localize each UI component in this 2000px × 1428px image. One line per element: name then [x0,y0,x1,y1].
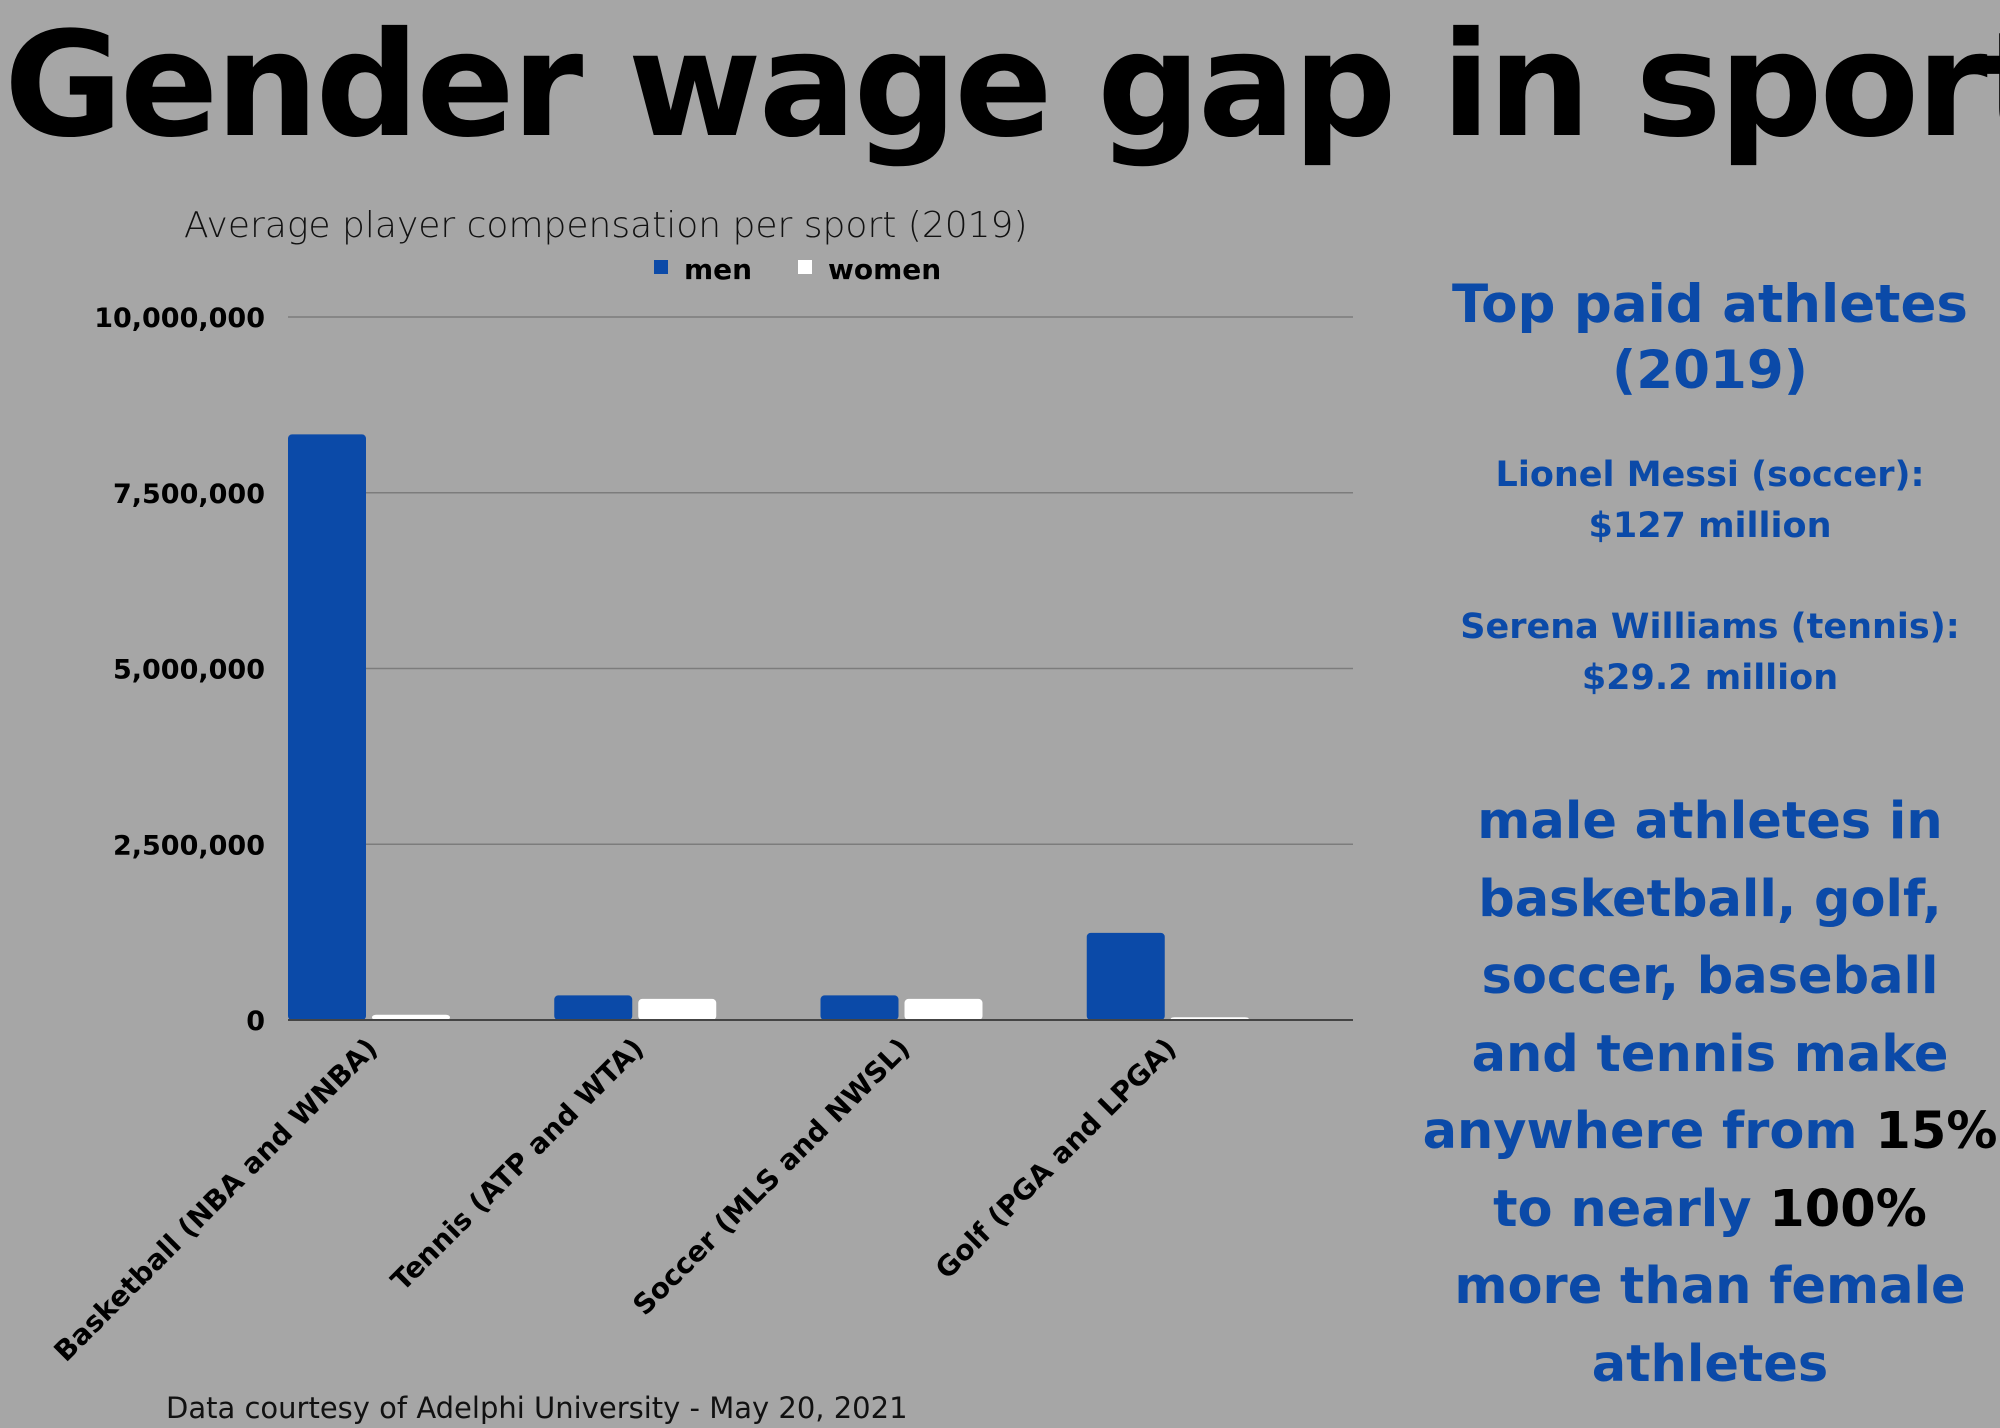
top-paid-heading-line1: Top paid athletes [1452,274,1968,335]
top-paid-heading-line2: (2019) [1612,340,1808,402]
x-tick-label: Golf (PGA and LPGA) [929,1032,1183,1286]
y-tick-label: 10,000,000 [94,303,265,334]
bars [288,434,1249,1020]
legend: men women [654,253,941,286]
gridlines [288,316,1353,845]
bar-men [820,995,899,1020]
stat-percent-low: 15% [1875,1102,1998,1162]
bar-women [904,998,983,1020]
bar-women [638,998,717,1020]
x-tick-label: Basketball (NBA and WNBA) [48,1032,384,1368]
legend-swatch-men [654,260,668,274]
bar-men [554,995,633,1020]
athlete-amount: $29.2 million [1581,657,1839,698]
x-tick-label: Tennis (ATP and WTA) [384,1032,650,1298]
y-tick-label: 7,500,000 [113,479,265,510]
athlete-name: Lionel Messi (soccer): [1495,455,1925,495]
legend-swatch-women [798,260,812,274]
x-tick-label: Soccer (MLS and NWSL) [626,1032,916,1322]
athlete-name: Serena Williams (tennis): [1460,607,1960,647]
axes: 0 2,500,000 5,000,000 7,500,000 10,000,000 Ba… [48,303,1353,1368]
y-tick-label: 5,000,000 [113,655,265,686]
stat-text-2: to nearly [1493,1179,1752,1239]
athlete-serena: Serena Williams (tennis): $29.2 million [1420,602,2000,704]
athlete-messi: Lionel Messi (soccer): $127 million [1420,450,2000,552]
y-tick-label: 0 [246,1006,265,1037]
stat-percent-high: 100% [1769,1179,1927,1239]
stat-text-3: more than female athletes [1454,1257,1966,1394]
chart-title: Average player compensation per sport (2… [184,205,1028,246]
y-tick-label: 2,500,000 [113,830,265,861]
bar-men [288,434,366,1020]
legend-label-women: women [828,253,941,286]
legend-label-men: men [684,253,752,286]
stat-text-1: male athletes in basketball, golf, socce… [1422,792,1949,1162]
athlete-amount: $127 million [1588,505,1832,546]
source-footnote: Data courtesy of Adelphi University - Ma… [166,1391,908,1425]
bar-men [1086,932,1165,1020]
page-title: Gender wage gap in sports [4,1,2000,170]
bar-women [372,1014,450,1020]
wage-gap-statement: male athletes in basketball, golf, socce… [1420,783,2000,1403]
top-paid-heading: Top paid athletes (2019) [1420,272,2000,405]
